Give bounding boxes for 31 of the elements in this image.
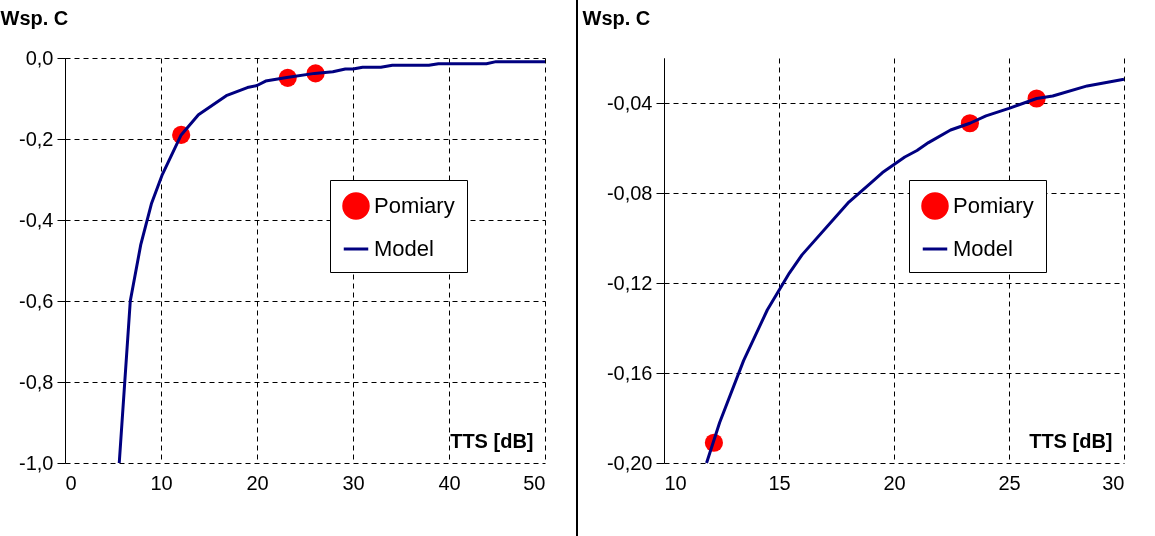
y-tick-label: -0,04 <box>606 91 653 114</box>
x-tick-label: 20 <box>246 471 269 494</box>
x-tick-label: 0 <box>65 471 77 494</box>
y-tick-label: -0,16 <box>606 361 653 384</box>
y-tick-label: -0,20 <box>606 451 653 474</box>
x-tick-label: 25 <box>998 471 1021 494</box>
x-tick-label: 15 <box>768 471 791 494</box>
legend-label: Pomiary <box>953 193 1034 218</box>
y-tick-label: -1,0 <box>19 451 54 474</box>
y-tick-label: -0,4 <box>19 208 54 231</box>
x-tick-label: 10 <box>664 471 687 494</box>
line-series <box>705 77 1126 465</box>
x-tick-label: 20 <box>883 471 906 494</box>
x-tick-label: 10 <box>150 471 173 494</box>
y-axis-title: Wsp. C <box>0 6 69 29</box>
y-axis-title: Wsp. C <box>582 6 651 29</box>
legend-label: Pomiary <box>374 193 455 218</box>
x-tick-label: 30 <box>342 471 365 494</box>
y-tick-label: -0,12 <box>606 271 653 294</box>
x-tick-label: 40 <box>438 471 461 494</box>
x-axis-title: TTS [dB] <box>1029 429 1113 452</box>
x-tick-label: 30 <box>1102 471 1125 494</box>
y-tick-label: -0,2 <box>19 127 54 150</box>
y-tick-label: -0,08 <box>606 181 653 204</box>
x-axis-title: TTS [dB] <box>450 429 534 452</box>
y-tick-label: -0,8 <box>19 370 54 393</box>
x-tick-label: 50 <box>523 471 546 494</box>
y-tick-label: 0,0 <box>25 46 54 69</box>
legend-label: Model <box>953 236 1013 261</box>
y-tick-label: -0,6 <box>19 289 54 312</box>
legend-label: Model <box>374 236 434 261</box>
